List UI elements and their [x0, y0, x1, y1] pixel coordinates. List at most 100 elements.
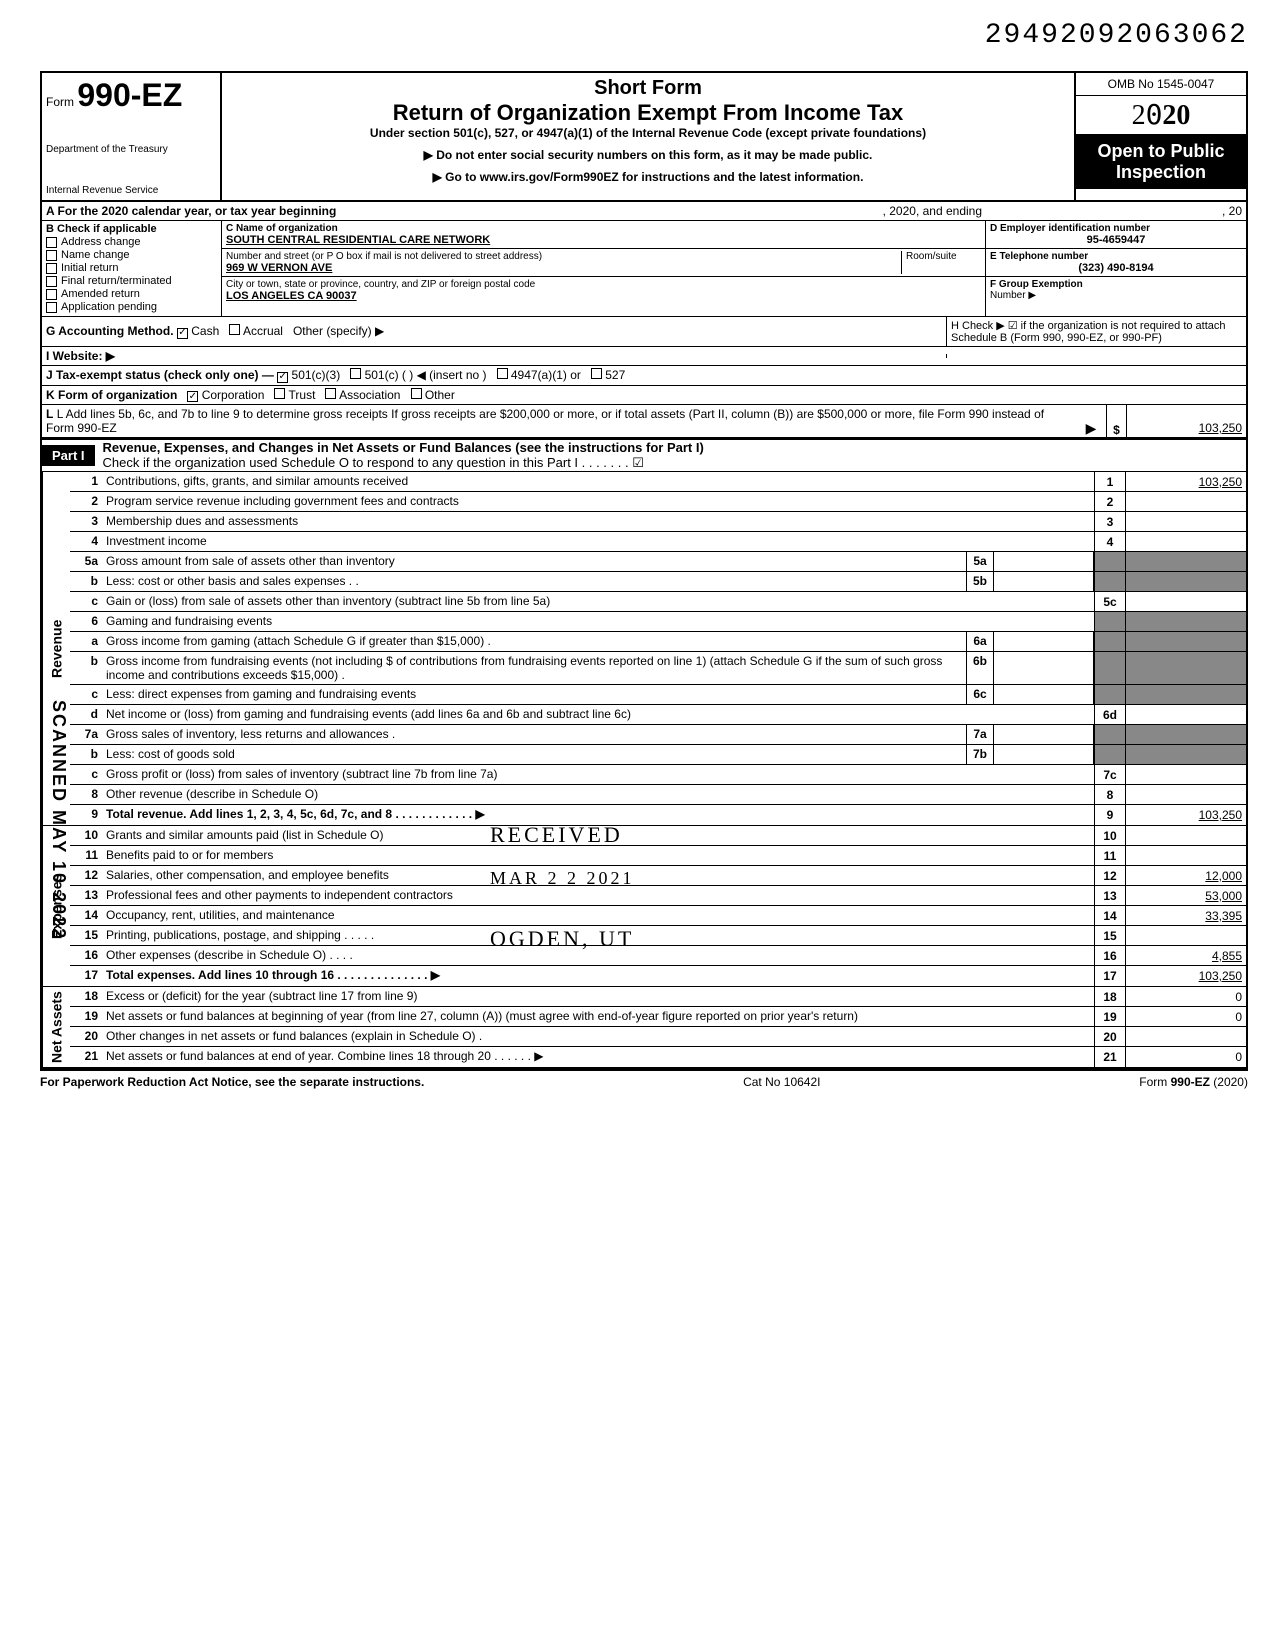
chk-501c[interactable]: [350, 368, 361, 379]
chk-corp[interactable]: ✓: [187, 391, 198, 402]
v15: [1126, 926, 1246, 945]
chk-accrual[interactable]: [229, 324, 240, 335]
v2: [1126, 492, 1246, 511]
mn7b: 7b: [966, 745, 994, 764]
mn6b: 6b: [966, 652, 994, 684]
chk-trust[interactable]: [274, 388, 285, 399]
lbl-other-org: Other: [425, 388, 455, 402]
d5c: Gain or (loss) from sale of assets other…: [102, 592, 1094, 611]
en7c: 7c: [1094, 765, 1126, 784]
footer: For Paperwork Reduction Act Notice, see …: [40, 1071, 1248, 1093]
d12: Salaries, other compensation, and employ…: [102, 866, 1094, 885]
h-note: H Check ▶ ☑ if the organization is not r…: [946, 317, 1246, 346]
v18: 0: [1126, 987, 1246, 1006]
en20: 20: [1094, 1027, 1126, 1046]
n19: 19: [70, 1007, 102, 1026]
netassets-section: Net Assets 18Excess or (deficit) for the…: [42, 987, 1246, 1069]
d21: Net assets or fund balances at end of ye…: [102, 1047, 1094, 1067]
n6: 6: [70, 612, 102, 631]
sh5a: [1094, 552, 1126, 571]
j-label: J Tax-exempt status (check only one) —: [46, 368, 274, 382]
d4: Investment income: [102, 532, 1094, 551]
d17: Total expenses. Add lines 10 through 16 …: [106, 968, 440, 982]
mn6a: 6a: [966, 632, 994, 651]
v13: 53,000: [1126, 886, 1246, 905]
v6d: [1126, 705, 1246, 724]
d8: Other revenue (describe in Schedule O): [102, 785, 1094, 804]
subtitle: Under section 501(c), 527, or 4947(a)(1)…: [230, 126, 1066, 140]
en2: 2: [1094, 492, 1126, 511]
lbl-4947: 4947(a)(1) or: [511, 368, 581, 382]
v7c: [1126, 765, 1246, 784]
n18: 18: [70, 987, 102, 1006]
addr-label: Number and street (or P O box if mail is…: [226, 251, 901, 262]
v10: [1126, 826, 1246, 845]
n5a: 5a: [70, 552, 102, 571]
footer-left: For Paperwork Reduction Act Notice, see …: [40, 1075, 424, 1089]
revenue-section: Revenue 1Contributions, gifts, grants, a…: [42, 472, 1246, 826]
header-left: Form 990-EZ Department of the Treasury I…: [42, 73, 222, 200]
d20: Other changes in net assets or fund bala…: [102, 1027, 1094, 1046]
en18: 18: [1094, 987, 1126, 1006]
chk-amended[interactable]: [46, 289, 57, 300]
en3: 3: [1094, 512, 1126, 531]
g-label: G Accounting Method.: [46, 324, 174, 338]
n5c: c: [70, 592, 102, 611]
n2: 2: [70, 492, 102, 511]
en10: 10: [1094, 826, 1126, 845]
n3: 3: [70, 512, 102, 531]
d10: Grants and similar amounts paid (list in…: [102, 826, 1094, 845]
street-address: 969 W VERNON AVE: [226, 262, 901, 274]
chk-address[interactable]: [46, 237, 57, 248]
chk-4947[interactable]: [497, 368, 508, 379]
row-g: G Accounting Method. ✓ Cash Accrual Othe…: [42, 317, 1246, 347]
n10: 10: [70, 826, 102, 845]
form-990ez: Form 990-EZ Department of the Treasury I…: [40, 71, 1248, 1071]
l-value: 103,250: [1126, 405, 1246, 437]
chk-assoc[interactable]: [325, 388, 336, 399]
n20: 20: [70, 1027, 102, 1046]
form-number: 990-EZ: [77, 77, 182, 113]
lbl-address: Address change: [61, 236, 141, 248]
f-label: F Group Exemption: [990, 279, 1083, 290]
lbl-pending: Application pending: [61, 301, 157, 313]
en19: 19: [1094, 1007, 1126, 1026]
d14: Occupancy, rent, utilities, and maintena…: [102, 906, 1094, 925]
i-label: I Website: ▶: [46, 349, 115, 363]
chk-name[interactable]: [46, 250, 57, 261]
n13: 13: [70, 886, 102, 905]
row-a: A For the 2020 calendar year, or tax yea…: [42, 202, 1246, 221]
chk-initial[interactable]: [46, 263, 57, 274]
mv5a: [994, 552, 1094, 571]
header-right: OMB No 1545-0047 2020 Open to Public Ins…: [1076, 73, 1246, 200]
v14: 33,395: [1126, 906, 1246, 925]
n11: 11: [70, 846, 102, 865]
shv6b: [1126, 652, 1246, 684]
en5c: 5c: [1094, 592, 1126, 611]
shv5a: [1126, 552, 1246, 571]
chk-cash[interactable]: ✓: [177, 328, 188, 339]
shv5b: [1126, 572, 1246, 591]
chk-final[interactable]: [46, 276, 57, 287]
row-a-end: , 20: [986, 202, 1246, 220]
d-label: D Employer identification number: [990, 223, 1150, 234]
lbl-final: Final return/terminated: [61, 275, 172, 287]
d7b: Less: cost of goods sold: [102, 745, 966, 764]
v12: 12,000: [1126, 866, 1246, 885]
chk-pending[interactable]: [46, 302, 57, 313]
page: 29492092063062 SCANNED MAY 10 2022 Form …: [40, 20, 1248, 1093]
v4: [1126, 532, 1246, 551]
v9: 103,250: [1126, 805, 1246, 825]
ein: 95-4659447: [990, 234, 1242, 246]
lbl-accrual: Accrual: [243, 324, 283, 338]
tax-year: 2020: [1076, 96, 1246, 135]
chk-other-org[interactable]: [411, 388, 422, 399]
n6a: a: [70, 632, 102, 651]
v3: [1126, 512, 1246, 531]
chk-501c3[interactable]: ✓: [277, 372, 288, 383]
d9: Total revenue. Add lines 1, 2, 3, 4, 5c,…: [106, 807, 485, 821]
chk-527[interactable]: [591, 368, 602, 379]
netassets-label: Net Assets: [42, 987, 70, 1067]
header-mid: Short Form Return of Organization Exempt…: [222, 73, 1076, 200]
form-prefix: Form: [46, 95, 74, 109]
